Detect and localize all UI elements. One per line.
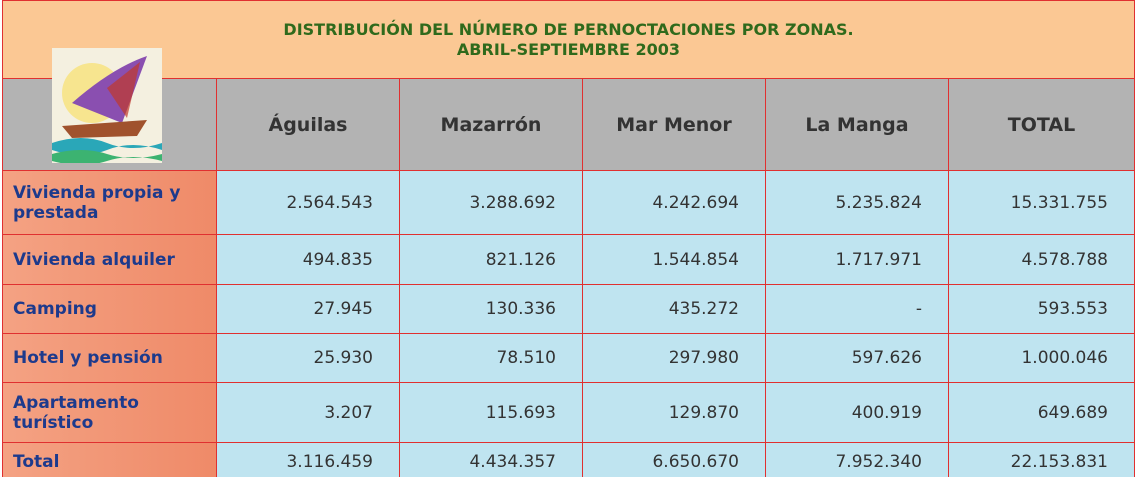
column-header-text: Águilas [269,114,348,136]
data-value: 494.835 [303,250,373,270]
data-value: 130.336 [486,299,556,319]
column-header: TOTAL [948,78,1135,171]
data-cell: 115.693 [399,382,583,443]
row-label: Hotel y pensión [2,333,217,383]
data-cell: 1.000.046 [948,333,1135,383]
data-value: 593.553 [1038,299,1108,319]
data-cell: 22.153.831 [948,442,1135,477]
boat-logo [52,48,162,163]
column-header-text: Mazarrón [441,114,542,136]
column-header: Mar Menor [582,78,766,171]
row-label: Camping [2,284,217,334]
data-value: 78.510 [497,348,556,368]
data-value: 115.693 [486,403,556,423]
data-cell: 3.288.692 [399,170,583,235]
data-cell: 129.870 [582,382,766,443]
data-cell: 435.272 [582,284,766,334]
data-value: 1.000.046 [1021,348,1108,368]
data-cell: 130.336 [399,284,583,334]
data-value: 821.126 [486,250,556,270]
data-cell: 4.434.357 [399,442,583,477]
data-cell: 1.544.854 [582,234,766,285]
data-value: - [916,299,922,319]
data-cell: 649.689 [948,382,1135,443]
data-value: 3.288.692 [469,193,556,213]
data-value: 4.242.694 [652,193,739,213]
data-value: 5.235.824 [835,193,922,213]
data-cell: 15.331.755 [948,170,1135,235]
data-cell: 5.235.824 [765,170,949,235]
data-cell: 27.945 [216,284,400,334]
data-value: 129.870 [669,403,739,423]
data-cell: - [765,284,949,334]
column-header: La Manga [765,78,949,171]
data-cell: 297.980 [582,333,766,383]
data-value: 2.564.543 [286,193,373,213]
row-label-text: Apartamento turístico [13,393,216,433]
title-band: DISTRIBUCIÓN DEL NÚMERO DE PERNOCTACIONE… [2,0,1135,79]
data-value: 3.116.459 [286,452,373,472]
data-cell: 25.930 [216,333,400,383]
data-value: 15.331.755 [1011,193,1108,213]
column-header-text: Mar Menor [616,114,731,136]
data-value: 22.153.831 [1011,452,1108,472]
data-value: 25.930 [314,348,373,368]
data-cell: 6.650.670 [582,442,766,477]
data-cell: 494.835 [216,234,400,285]
row-label-text: Hotel y pensión [13,348,163,368]
data-cell: 3.207 [216,382,400,443]
data-cell: 400.919 [765,382,949,443]
data-value: 6.650.670 [652,452,739,472]
row-label-text: Vivienda propia y prestada [13,183,216,223]
data-cell: 1.717.971 [765,234,949,285]
title-line: DISTRIBUCIÓN DEL NÚMERO DE PERNOCTACIONE… [283,20,853,40]
row-label-text: Total [13,452,59,472]
data-value: 435.272 [669,299,739,319]
row-label: Vivienda propia y prestada [2,170,217,235]
column-header-text: La Manga [805,114,908,136]
data-cell: 4.242.694 [582,170,766,235]
column-header: Mazarrón [399,78,583,171]
data-cell: 597.626 [765,333,949,383]
data-value: 27.945 [314,299,373,319]
data-value: 3.207 [324,403,373,423]
row-label: Vivienda alquiler [2,234,217,285]
data-cell: 78.510 [399,333,583,383]
data-cell: 2.564.543 [216,170,400,235]
data-value: 4.434.357 [469,452,556,472]
data-value: 400.919 [852,403,922,423]
data-value: 297.980 [669,348,739,368]
data-value: 1.717.971 [835,250,922,270]
row-label-text: Camping [13,299,97,319]
column-header-text: TOTAL [1008,114,1075,136]
data-cell: 821.126 [399,234,583,285]
data-cell: 7.952.340 [765,442,949,477]
data-value: 4.578.788 [1021,250,1108,270]
data-cell: 593.553 [948,284,1135,334]
data-cell: 4.578.788 [948,234,1135,285]
table-page: DISTRIBUCIÓN DEL NÚMERO DE PERNOCTACIONE… [0,0,1138,477]
row-label-text: Vivienda alquiler [13,250,175,270]
row-label: Total [2,442,217,477]
row-label: Apartamento turístico [2,382,217,443]
title-line: ABRIL-SEPTIEMBRE 2003 [457,40,680,60]
data-value: 597.626 [852,348,922,368]
column-header: Águilas [216,78,400,171]
data-value: 649.689 [1038,403,1108,423]
data-value: 7.952.340 [835,452,922,472]
data-value: 1.544.854 [652,250,739,270]
data-cell: 3.116.459 [216,442,400,477]
